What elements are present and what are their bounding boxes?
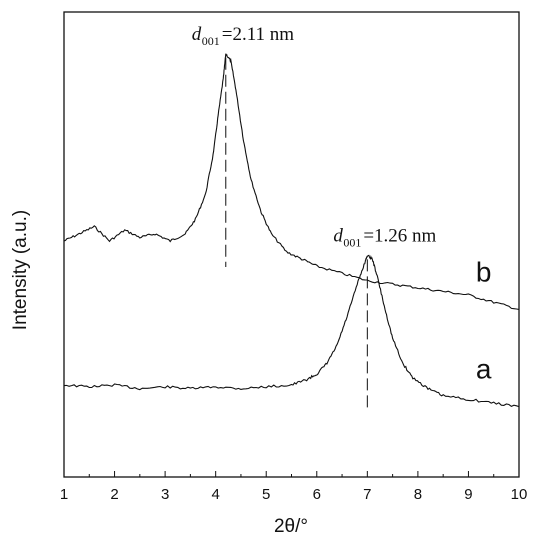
series-line-b	[63, 53, 520, 310]
series-label-a: a	[476, 354, 492, 385]
x-axis-ticks: 1 2 3 4 5 6 7 8 9 10	[60, 471, 528, 503]
y-axis-label: Intensity (a.u.)	[10, 210, 31, 330]
x-tick-label: 9	[464, 486, 472, 503]
x-tick-label: 6	[313, 486, 321, 503]
x-tick-label: 7	[363, 486, 371, 503]
annotation-value: =1.26 nm	[363, 225, 436, 246]
annotation-layer: d 001 =2.11 nmd 001 =1.26 nm	[192, 24, 437, 411]
annotation-value: =2.11 nm	[222, 24, 295, 45]
x-axis-label: 2θ/°	[274, 516, 308, 537]
annotation-subscript: 001	[202, 34, 220, 48]
series-labels: ba	[476, 256, 492, 384]
x-tick-label: 8	[414, 486, 422, 503]
series-line-a	[63, 254, 520, 408]
x-tick-label: 1	[60, 486, 68, 503]
x-tick-label: 3	[161, 486, 169, 503]
annotation-subscript: 001	[343, 235, 361, 249]
series-layer	[63, 53, 520, 408]
x-tick-label: 10	[511, 486, 528, 503]
x-tick-label: 4	[211, 486, 219, 503]
annotation-symbol: d	[333, 225, 343, 246]
plot-frame	[63, 11, 520, 478]
series-label-b: b	[476, 256, 492, 287]
x-tick-label: 5	[262, 486, 270, 503]
annotation-symbol: d	[192, 24, 202, 45]
x-tick-label: 2	[110, 486, 118, 503]
